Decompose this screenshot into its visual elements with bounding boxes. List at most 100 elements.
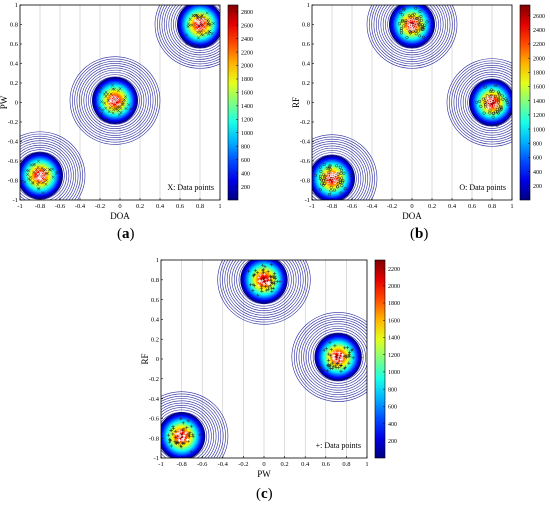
- data-point: [400, 13, 404, 17]
- data-point: [483, 101, 487, 105]
- contour-line: [453, 65, 512, 140]
- data-point: [173, 429, 177, 433]
- data-point: [491, 115, 495, 119]
- data-point: [121, 100, 125, 105]
- data-point: [331, 173, 335, 177]
- colorbar-tick-label: 2200: [241, 50, 253, 56]
- data-point: [184, 33, 188, 37]
- data-point: [328, 174, 332, 178]
- data-point: [407, 14, 411, 18]
- data-point: [41, 179, 45, 183]
- data-point: [187, 433, 191, 437]
- y-tick-label: -0.2: [8, 119, 18, 126]
- contour-line: [229, 260, 299, 314]
- data-point: [331, 364, 335, 368]
- data-point: [328, 163, 332, 167]
- contour-line: [219, 260, 309, 323]
- data-point: [328, 165, 332, 169]
- data-point: [269, 262, 273, 267]
- data-point: [417, 16, 421, 20]
- x-tick-label: 0: [262, 461, 265, 468]
- legend-text: X: Data points: [167, 183, 214, 192]
- contour-line: [166, 5, 220, 58]
- data-point: [32, 170, 36, 174]
- y-tick-label: 0.4: [302, 61, 311, 68]
- data-point: [36, 177, 40, 181]
- data-point: [423, 23, 427, 27]
- data-point: [313, 173, 317, 177]
- x-tick-label: 0.4: [156, 203, 165, 210]
- data-point: [493, 103, 497, 107]
- data-point: [479, 104, 483, 108]
- data-point: [196, 36, 201, 40]
- data-point: [195, 21, 199, 25]
- data-point: [37, 186, 41, 190]
- data-point: [32, 162, 37, 166]
- data-point: [117, 113, 121, 117]
- data-point: [108, 106, 112, 110]
- data-point: [111, 87, 115, 91]
- data-point: [31, 180, 35, 184]
- data-point: [58, 178, 62, 182]
- contour-line: [296, 316, 367, 398]
- data-point: [29, 175, 33, 179]
- data-point: [399, 31, 404, 35]
- contour-line: [69, 56, 161, 145]
- colorbar-tick-label: 2600: [241, 23, 253, 29]
- data-point: [186, 24, 190, 29]
- y-axis-label: RF: [140, 353, 150, 364]
- colorbar-tick-label: 1200: [388, 353, 400, 359]
- data-point: [51, 175, 55, 179]
- colorbar-tick-label: 1000: [533, 127, 545, 133]
- data-point: [124, 106, 128, 111]
- x-tick-label: 0.6: [176, 203, 185, 210]
- contour-line: [175, 5, 220, 49]
- y-tick-label: -0.8: [149, 435, 159, 442]
- data-point: [318, 174, 323, 178]
- contour-line: [467, 78, 512, 127]
- data-point: [194, 13, 198, 17]
- data-point: [100, 108, 105, 112]
- data-point: [167, 440, 171, 444]
- data-point: [116, 103, 121, 107]
- data-point: [344, 356, 349, 360]
- data-point: [167, 438, 172, 442]
- data-point: [273, 282, 277, 286]
- data-point: [322, 162, 326, 166]
- data-point: [333, 358, 337, 363]
- x-tick-label: 0.2: [136, 203, 144, 210]
- data-point: [329, 363, 333, 367]
- data-point: [330, 351, 334, 355]
- x-axis-label: DOA: [402, 211, 422, 221]
- data-point: [264, 277, 268, 281]
- y-tick-label: -1: [305, 197, 310, 204]
- data-point: [27, 169, 31, 173]
- data-point: [273, 271, 277, 276]
- contour-line: [465, 76, 512, 129]
- data-point: [192, 44, 196, 48]
- data-point: [421, 35, 426, 39]
- data-point: [33, 177, 37, 181]
- contour-line: [222, 260, 306, 321]
- contour-line: [20, 135, 81, 200]
- x-tick-label: -1: [158, 461, 163, 468]
- data-point: [260, 289, 264, 293]
- data-point: [318, 187, 322, 192]
- data-point: [505, 99, 509, 103]
- data-point: [402, 24, 406, 28]
- data-point: [322, 173, 326, 177]
- contour-line: [81, 67, 149, 134]
- contour-line: [20, 131, 86, 200]
- contour-line: [226, 260, 302, 316]
- data-point: [268, 280, 272, 284]
- data-point: [247, 269, 251, 273]
- data-point: [337, 365, 341, 370]
- data-point: [202, 17, 206, 21]
- data-point: [342, 366, 347, 371]
- y-tick-label: 0.6: [151, 297, 160, 304]
- contour-line: [161, 409, 210, 458]
- data-point: [265, 288, 269, 292]
- data-point: [407, 17, 411, 21]
- data-point: [418, 34, 422, 38]
- data-point: [341, 180, 345, 184]
